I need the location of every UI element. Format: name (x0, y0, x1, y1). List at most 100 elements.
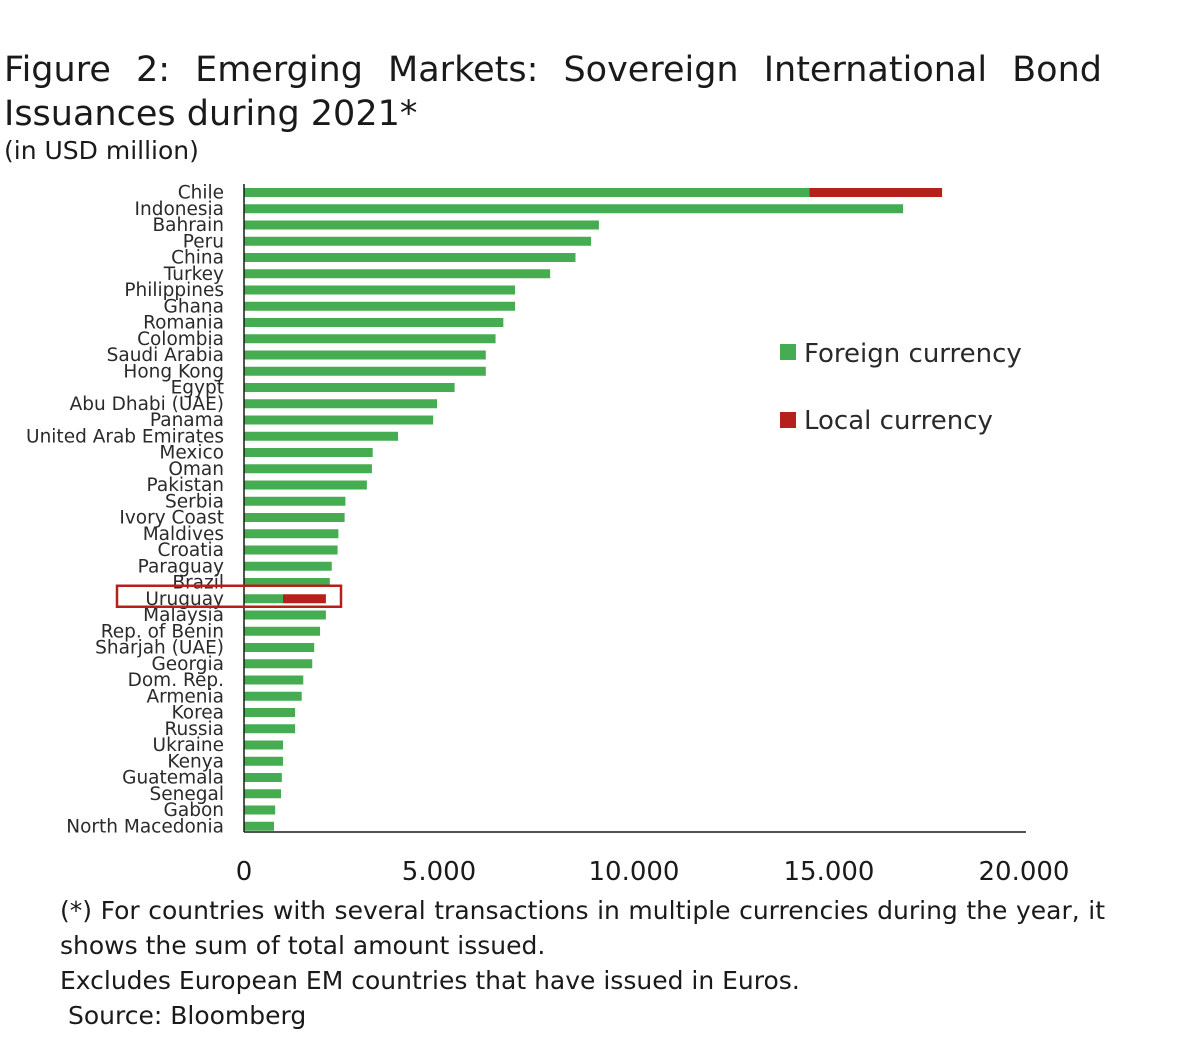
bar-chile-foreign (244, 188, 810, 197)
category-label-egypt: Egypt (171, 378, 224, 399)
bar-maldives-foreign (244, 529, 339, 539)
category-label-senegal: Senegal (150, 784, 224, 805)
bar-peru-foreign (244, 236, 592, 246)
category-label-panama: Panama (150, 410, 224, 431)
category-label-pakistan: Pakistan (147, 475, 224, 496)
x-tick-labels: 0 5.000 10.000 15.000 20.000 (236, 857, 1070, 887)
bar-turkey-foreign (244, 269, 551, 279)
bar-malaysia-foreign (244, 610, 326, 620)
legend-label-foreign: Foreign currency (804, 339, 1022, 369)
category-label-paraguay: Paraguay (138, 556, 224, 577)
bar-rep-of-benin-foreign (244, 626, 321, 636)
category-label-sharjah-uae: Sharjah (UAE) (95, 638, 224, 659)
bar-sharjah-uae-foreign (244, 643, 315, 652)
x-tick-label: 10.000 (589, 857, 680, 887)
category-label-armenia: Armenia (146, 686, 224, 707)
category-label-rep-of-benin: Rep. of Benin (101, 621, 224, 642)
category-label-uruguay: Uruguay (145, 589, 224, 610)
category-label-philippines: Philippines (124, 280, 224, 301)
bar-uruguay-local (283, 594, 326, 604)
bar-philippines-foreign (244, 285, 516, 295)
category-label-chile: Chile (178, 183, 224, 204)
bar-kenya-foreign (244, 756, 283, 766)
category-label-indonesia: Indonesia (135, 199, 224, 220)
bar-hong-kong-foreign (244, 366, 486, 376)
bar-georgia-foreign (244, 659, 313, 669)
category-label-mexico: Mexico (159, 443, 224, 464)
category-label-dom-rep: Dom. Rep. (128, 670, 224, 691)
legend-swatch-local (780, 412, 796, 428)
x-tick-label: 20.000 (979, 857, 1070, 887)
category-label-malaysia: Malaysia (143, 605, 224, 626)
bar-north-macedonia-foreign (244, 821, 275, 831)
category-label-ivory-coast: Ivory Coast (119, 508, 224, 529)
category-label-colombia: Colombia (137, 329, 224, 350)
category-label-georgia: Georgia (151, 654, 224, 675)
bar-russia-foreign (244, 724, 296, 734)
category-label-turkey: Turkey (163, 264, 224, 285)
bar-abu-dhabi-uae-foreign (244, 399, 438, 409)
bar-oman-foreign (244, 464, 372, 474)
category-label-ghana: Ghana (164, 296, 224, 317)
bar-chile-local (809, 188, 943, 197)
bar-ghana-foreign (244, 301, 516, 311)
category-label-ukraine: Ukraine (153, 735, 224, 756)
bar-paraguay-foreign (244, 561, 332, 571)
bar-indonesia-foreign (244, 204, 904, 214)
bar-panama-foreign (244, 415, 434, 425)
x-tick-label: 5.000 (402, 857, 476, 887)
category-labels: ChileIndonesiaBahrainPeruChinaTurkeyPhil… (26, 183, 224, 838)
legend-label-local: Local currency (804, 406, 993, 436)
bar-armenia-foreign (244, 691, 302, 701)
category-label-united-arab-emirates: United Arab Emirates (26, 426, 224, 447)
category-label-croatia: Croatia (157, 540, 224, 561)
category-label-gabon: Gabon (164, 800, 224, 821)
category-label-korea: Korea (172, 703, 224, 724)
category-label-russia: Russia (164, 719, 224, 740)
bar-egypt-foreign (244, 383, 455, 392)
category-label-abu-dhabi-uae: Abu Dhabi (UAE) (70, 394, 224, 415)
bar-serbia-foreign (244, 496, 346, 506)
category-label-peru: Peru (183, 231, 224, 252)
category-label-saudi-arabia: Saudi Arabia (107, 345, 224, 366)
bar-gabon-foreign (244, 805, 276, 815)
bar-croatia-foreign (244, 545, 338, 555)
bar-senegal-foreign (244, 789, 282, 799)
bar-ivory-coast-foreign (244, 513, 345, 522)
category-label-kenya: Kenya (167, 751, 224, 772)
bar-guatemala-foreign (244, 773, 282, 782)
bar-bahrain-foreign (244, 220, 599, 230)
chart-title: Figure 2: Emerging Markets: Sovereign In… (4, 50, 1102, 134)
x-tick-label: 15.000 (784, 857, 875, 887)
bar-uruguay-foreign (244, 594, 283, 604)
footnote-excludes-european: Excludes European EM countries that have… (60, 966, 800, 995)
bar-pakistan-foreign (244, 480, 367, 490)
legend: Foreign currency Local currency (780, 339, 1022, 436)
bar-romania-foreign (244, 318, 504, 327)
legend-swatch-foreign (780, 344, 796, 360)
footnote-multiple-currencies: (*) For countries with several transacti… (60, 896, 1105, 960)
category-label-north-macedonia: North Macedonia (66, 816, 224, 837)
category-label-oman: Oman (168, 459, 224, 480)
bar-dom-rep-foreign (244, 675, 304, 685)
bar-saudi-arabia-foreign (244, 350, 486, 360)
x-axis (243, 184, 1026, 833)
footnote-source: Source: Bloomberg (68, 1001, 307, 1030)
category-label-hong-kong: Hong Kong (123, 361, 224, 382)
bar-mexico-foreign (244, 448, 373, 457)
category-label-brazil: Brazil (172, 573, 224, 594)
category-label-guatemala: Guatemala (122, 768, 224, 789)
category-label-serbia: Serbia (165, 491, 224, 512)
category-label-bahrain: Bahrain (152, 215, 224, 236)
category-label-china: China (171, 248, 224, 269)
bar-ukraine-foreign (244, 740, 283, 750)
chart-subtitle: (in USD million) (4, 136, 199, 165)
category-label-maldives: Maldives (143, 524, 224, 545)
bar-korea-foreign (244, 708, 296, 717)
footnotes: (*) For countries with several transacti… (60, 893, 1105, 1033)
bar-united-arab-emirates-foreign (244, 431, 399, 441)
bar-brazil-foreign (244, 578, 330, 587)
bar-colombia-foreign (244, 334, 496, 344)
bars-layer (244, 188, 943, 831)
